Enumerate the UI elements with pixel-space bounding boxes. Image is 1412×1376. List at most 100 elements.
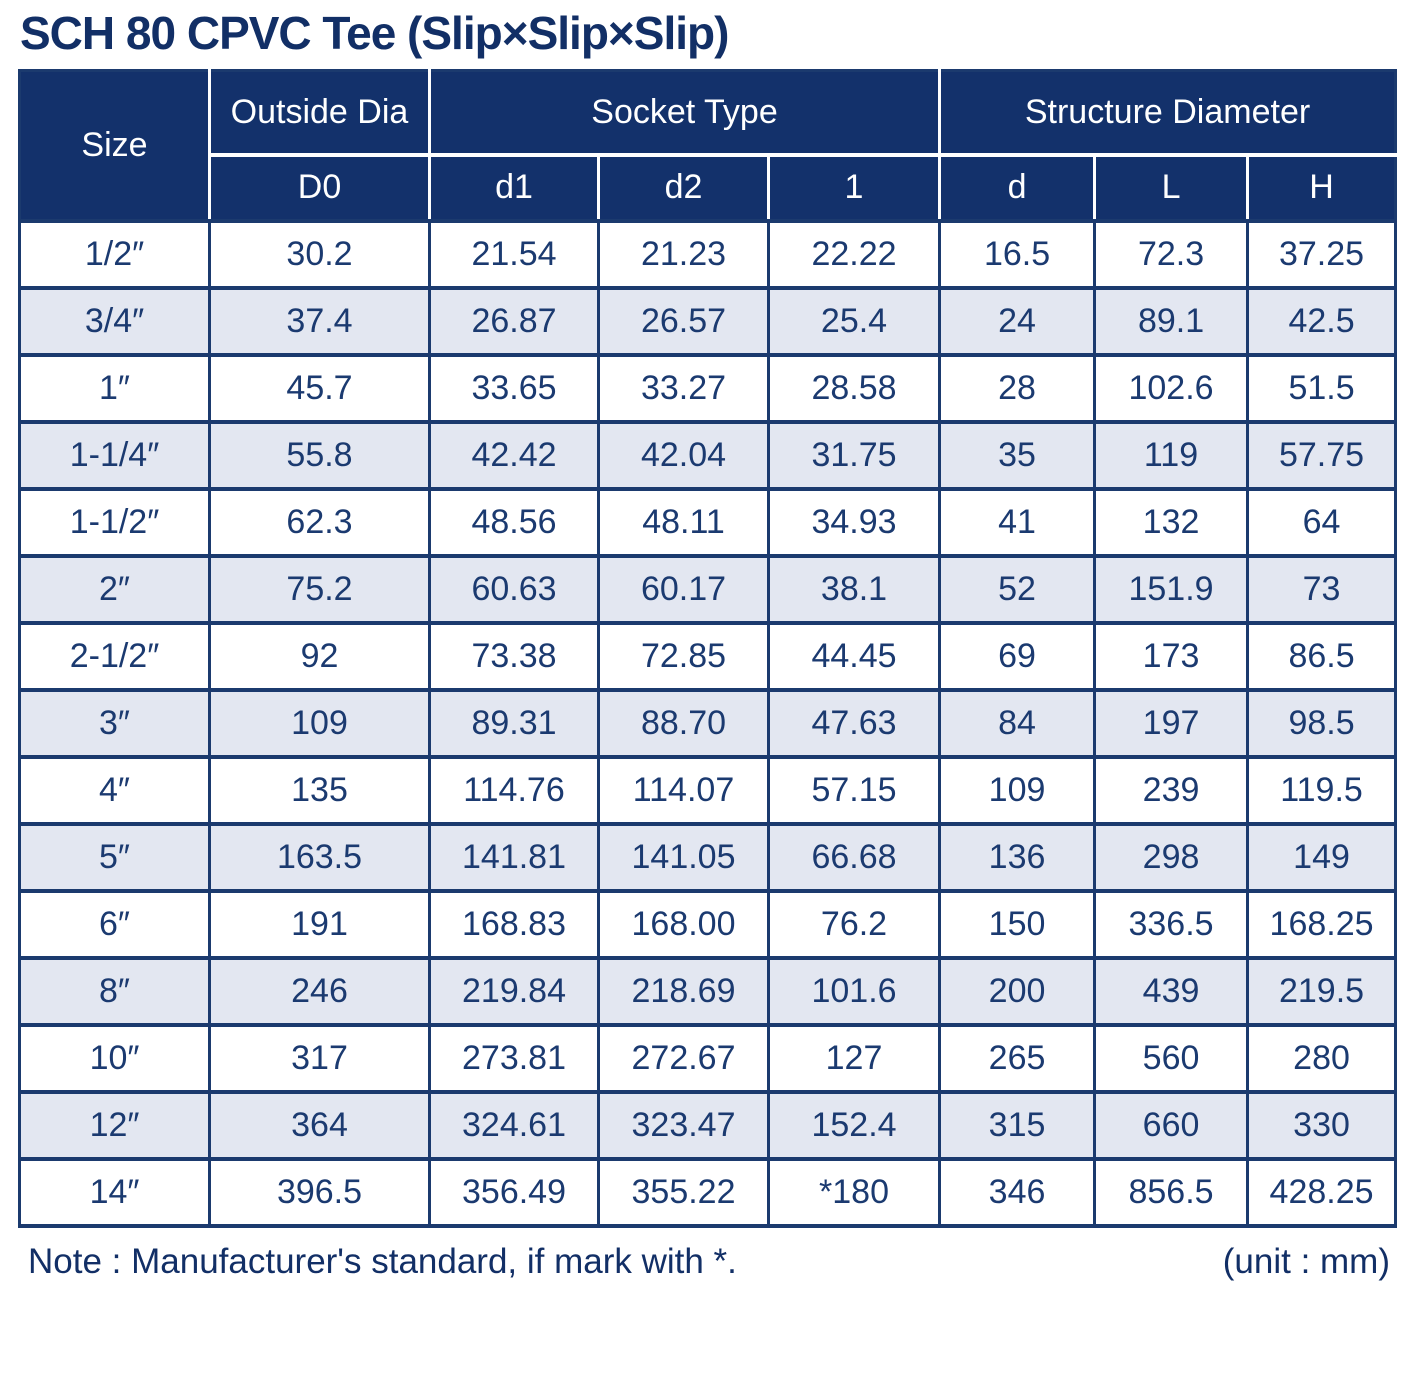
- header-d: d: [938, 152, 1097, 223]
- table-cell: 84: [938, 687, 1097, 759]
- table-cell: 38.1: [766, 553, 942, 625]
- table-row: 1-1/2″ 62.3 48.56 48.11 34.93 41 132 64: [18, 486, 1398, 558]
- table-cell: 1-1/4″: [18, 419, 211, 491]
- table-cell: 356.49: [428, 1156, 600, 1228]
- table-row: 6″ 191 168.83 168.00 76.2 150 336.5 168.25: [18, 888, 1398, 960]
- table-cell: 10″: [18, 1022, 211, 1094]
- table-row: 8″ 246 219.84 218.69 101.6 200 439 219.5: [18, 955, 1398, 1027]
- table-cell: 428.25: [1246, 1156, 1398, 1228]
- table-cell: 8″: [18, 955, 211, 1027]
- table-cell: 114.07: [597, 754, 770, 826]
- table-header: Size Outside Dia Socket Type Structure D…: [18, 69, 1398, 223]
- table-cell: 48.11: [597, 486, 770, 558]
- table-cell: 60.63: [428, 553, 600, 625]
- table-cell: 37.25: [1246, 218, 1398, 290]
- table-cell: 42.42: [428, 419, 600, 491]
- table-cell: 35: [938, 419, 1097, 491]
- table-cell: 89.1: [1093, 285, 1250, 357]
- table-cell: 396.5: [208, 1156, 431, 1228]
- table-cell: 86.5: [1246, 620, 1398, 692]
- table-cell: 37.4: [208, 285, 431, 357]
- table-cell: 25.4: [766, 285, 942, 357]
- table-cell: 73.38: [428, 620, 600, 692]
- table-cell: 2″: [18, 553, 211, 625]
- table-row: 14″ 396.5 356.49 355.22 *180 346 856.5 428.25: [18, 1156, 1398, 1228]
- table-row: 3/4″ 37.4 26.87 26.57 25.4 24 89.1 42.5: [18, 285, 1398, 357]
- table-cell: 239: [1093, 754, 1250, 826]
- table-cell: 33.27: [597, 352, 770, 424]
- table-cell: 88.70: [597, 687, 770, 759]
- table-cell: 119: [1093, 419, 1250, 491]
- header-sub-row: D0 d1 d2 1 d L H: [20, 152, 1398, 223]
- table-row: 3″ 109 89.31 88.70 47.63 84 197 98.5: [18, 687, 1398, 759]
- header-L: L: [1093, 152, 1250, 223]
- header-d2: d2: [597, 152, 770, 223]
- table-cell: 109: [208, 687, 431, 759]
- table-cell: 57.15: [766, 754, 942, 826]
- table-cell: 149: [1246, 821, 1398, 893]
- table-cell: 45.7: [208, 352, 431, 424]
- table-cell: 5″: [18, 821, 211, 893]
- table-cell: 2-1/2″: [18, 620, 211, 692]
- table-cell: 219.5: [1246, 955, 1398, 1027]
- table-cell: 364: [208, 1089, 431, 1161]
- table-cell: 4″: [18, 754, 211, 826]
- table-cell: 102.6: [1093, 352, 1250, 424]
- table-cell: 42.04: [597, 419, 770, 491]
- table-cell: 60.17: [597, 553, 770, 625]
- table-cell: 280: [1246, 1022, 1398, 1094]
- table-cell: 173: [1093, 620, 1250, 692]
- table-cell: 47.63: [766, 687, 942, 759]
- table-cell: 76.2: [766, 888, 942, 960]
- table-cell: 75.2: [208, 553, 431, 625]
- table-cell: 12″: [18, 1089, 211, 1161]
- table-cell: 3″: [18, 687, 211, 759]
- table-cell: 16.5: [938, 218, 1097, 290]
- table-cell: 44.45: [766, 620, 942, 692]
- table-cell: 69: [938, 620, 1097, 692]
- table-cell: 136: [938, 821, 1097, 893]
- table-cell: 21.54: [428, 218, 600, 290]
- header-group-row: Size Outside Dia Socket Type Structure D…: [18, 69, 1398, 223]
- table-cell: 135: [208, 754, 431, 826]
- table-cell: 72.3: [1093, 218, 1250, 290]
- table-row: 2″ 75.2 60.63 60.17 38.1 52 151.9 73: [18, 553, 1398, 625]
- table-cell: 151.9: [1093, 553, 1250, 625]
- table-cell: 560: [1093, 1022, 1250, 1094]
- table-cell: 57.75: [1246, 419, 1398, 491]
- header-size: Size: [18, 69, 211, 223]
- table-cell: 62.3: [208, 486, 431, 558]
- header-d1: d1: [428, 152, 600, 223]
- table-row: 1″ 45.7 33.65 33.27 28.58 28 102.6 51.5: [18, 352, 1398, 424]
- table-cell: 109: [938, 754, 1097, 826]
- table-cell: 200: [938, 955, 1097, 1027]
- table-cell: 191: [208, 888, 431, 960]
- table-cell: 31.75: [766, 419, 942, 491]
- table-cell: 55.8: [208, 419, 431, 491]
- table-cell: 1″: [18, 352, 211, 424]
- table-cell: 660: [1093, 1089, 1250, 1161]
- table-cell: 127: [766, 1022, 942, 1094]
- footer-unit: (unit : mm): [1222, 1241, 1390, 1281]
- table-cell: 51.5: [1246, 352, 1398, 424]
- table-cell: 219.84: [428, 955, 600, 1027]
- table-cell: 265: [938, 1022, 1097, 1094]
- footer-note: Note : Manufacturer's standard, if mark …: [28, 1241, 737, 1281]
- table-cell: 14″: [18, 1156, 211, 1228]
- table-row: 1/2″ 30.2 21.54 21.23 22.22 16.5 72.3 37.25: [18, 218, 1398, 290]
- table-row: 10″ 317 273.81 272.67 127 265 560 280: [18, 1022, 1398, 1094]
- table-cell: 73: [1246, 553, 1398, 625]
- header-H: H: [1246, 152, 1398, 223]
- table-cell: 48.56: [428, 486, 600, 558]
- table-cell: 28: [938, 352, 1097, 424]
- table-cell: 168.83: [428, 888, 600, 960]
- table-cell: 101.6: [766, 955, 942, 1027]
- table-cell: 315: [938, 1089, 1097, 1161]
- table-cell: 246: [208, 955, 431, 1027]
- table-cell: 317: [208, 1022, 431, 1094]
- table-cell: 273.81: [428, 1022, 600, 1094]
- table-cell: 26.57: [597, 285, 770, 357]
- header-outside-dia: Outside Dia: [208, 69, 431, 157]
- table-cell: 92: [208, 620, 431, 692]
- table-cell: 1/2″: [18, 218, 211, 290]
